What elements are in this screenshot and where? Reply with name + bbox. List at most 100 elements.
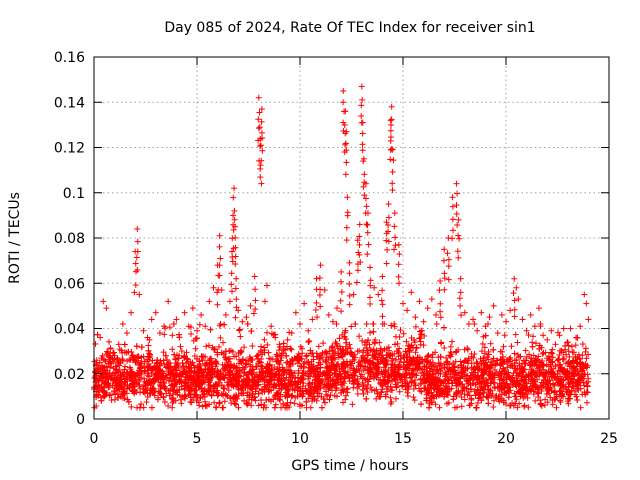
baseline-point xyxy=(261,344,268,351)
baseline-point xyxy=(471,320,478,327)
x-tick-label: 20 xyxy=(497,431,515,447)
roti-point xyxy=(388,146,395,153)
baseline-point xyxy=(549,350,556,357)
roti-point xyxy=(441,286,448,293)
roti-point xyxy=(316,292,323,299)
roti-point xyxy=(229,288,236,295)
roti-point xyxy=(583,300,590,307)
roti-point xyxy=(494,330,501,337)
baseline-point xyxy=(104,348,111,355)
baseline-point xyxy=(473,404,480,411)
roti-point xyxy=(156,330,163,337)
baseline-point xyxy=(450,396,457,403)
baseline-point xyxy=(305,375,312,382)
roti-point xyxy=(100,298,107,305)
baseline-point xyxy=(225,387,232,394)
roti-point xyxy=(338,288,345,295)
roti-point xyxy=(363,203,370,210)
baseline-point xyxy=(397,358,404,365)
roti-point xyxy=(232,234,239,241)
roti-point xyxy=(510,290,517,297)
roti-point xyxy=(177,343,184,350)
roti-point xyxy=(222,311,229,318)
roti-point xyxy=(449,216,456,223)
baseline-point xyxy=(128,403,135,410)
roti-point xyxy=(344,194,351,201)
roti-point xyxy=(346,259,353,266)
roti-point xyxy=(252,286,259,293)
roti-point xyxy=(378,297,385,304)
baseline-point xyxy=(526,362,533,369)
roti-point xyxy=(511,275,518,282)
roti-point xyxy=(337,278,344,285)
roti-point xyxy=(233,296,240,303)
baseline-point xyxy=(169,346,176,353)
roti-point xyxy=(388,116,395,123)
baseline-point xyxy=(284,399,291,406)
baseline-point xyxy=(471,351,478,358)
roti-point xyxy=(503,318,509,325)
baseline-point xyxy=(367,329,374,336)
roti-point xyxy=(513,284,520,291)
roti-point xyxy=(540,332,547,339)
baseline-point xyxy=(577,404,584,411)
roti-point xyxy=(229,254,236,261)
roti-point xyxy=(449,235,456,242)
roti-point xyxy=(257,174,264,181)
roti-point xyxy=(519,316,526,323)
roti-point xyxy=(268,323,275,330)
roti-point xyxy=(337,297,344,304)
baseline-point xyxy=(394,340,401,347)
baseline-point xyxy=(378,389,385,396)
roti-point xyxy=(356,233,363,240)
baseline-point xyxy=(421,332,428,339)
roti-point xyxy=(455,232,462,239)
baseline-point xyxy=(266,355,273,362)
roti-point xyxy=(387,127,394,134)
roti-point xyxy=(312,307,319,314)
baseline-point xyxy=(214,392,221,399)
baseline-point xyxy=(196,321,203,328)
x-tick-label: 25 xyxy=(600,431,618,447)
baseline-point xyxy=(161,331,168,338)
baseline-point xyxy=(370,320,377,327)
baseline-point xyxy=(265,349,272,356)
baseline-point xyxy=(138,344,145,351)
baseline-point xyxy=(264,341,271,348)
roti-point xyxy=(379,273,386,280)
roti-point xyxy=(456,295,463,302)
roti-point xyxy=(231,216,238,223)
roti-point xyxy=(389,180,396,187)
baseline-point xyxy=(371,340,378,347)
baseline-point xyxy=(249,343,256,350)
roti-point xyxy=(395,261,402,268)
roti-point xyxy=(334,305,341,312)
baseline-point xyxy=(187,330,194,337)
baseline-point xyxy=(530,352,537,359)
baseline-point xyxy=(464,346,471,353)
roti-point xyxy=(444,250,451,257)
roti-point xyxy=(325,311,332,318)
roti-point xyxy=(229,248,236,255)
baseline-point xyxy=(346,341,353,348)
roti-point xyxy=(255,94,262,101)
roti-point xyxy=(152,309,159,316)
roti-point xyxy=(396,280,403,287)
baseline-point xyxy=(161,361,168,368)
baseline-point xyxy=(574,397,581,404)
baseline-point xyxy=(418,401,425,408)
baseline-point xyxy=(522,347,529,354)
roti-point xyxy=(453,211,460,218)
roti-point xyxy=(390,157,397,164)
roti-point xyxy=(416,298,423,305)
baseline-point xyxy=(458,403,465,410)
baseline-point xyxy=(92,340,99,347)
baseline-point xyxy=(169,396,176,403)
roti-point xyxy=(232,285,239,292)
baseline-point xyxy=(248,402,255,409)
baseline-point xyxy=(417,338,424,345)
roti-point xyxy=(560,325,567,332)
baseline-point xyxy=(358,371,365,378)
baseline-point xyxy=(137,404,144,411)
